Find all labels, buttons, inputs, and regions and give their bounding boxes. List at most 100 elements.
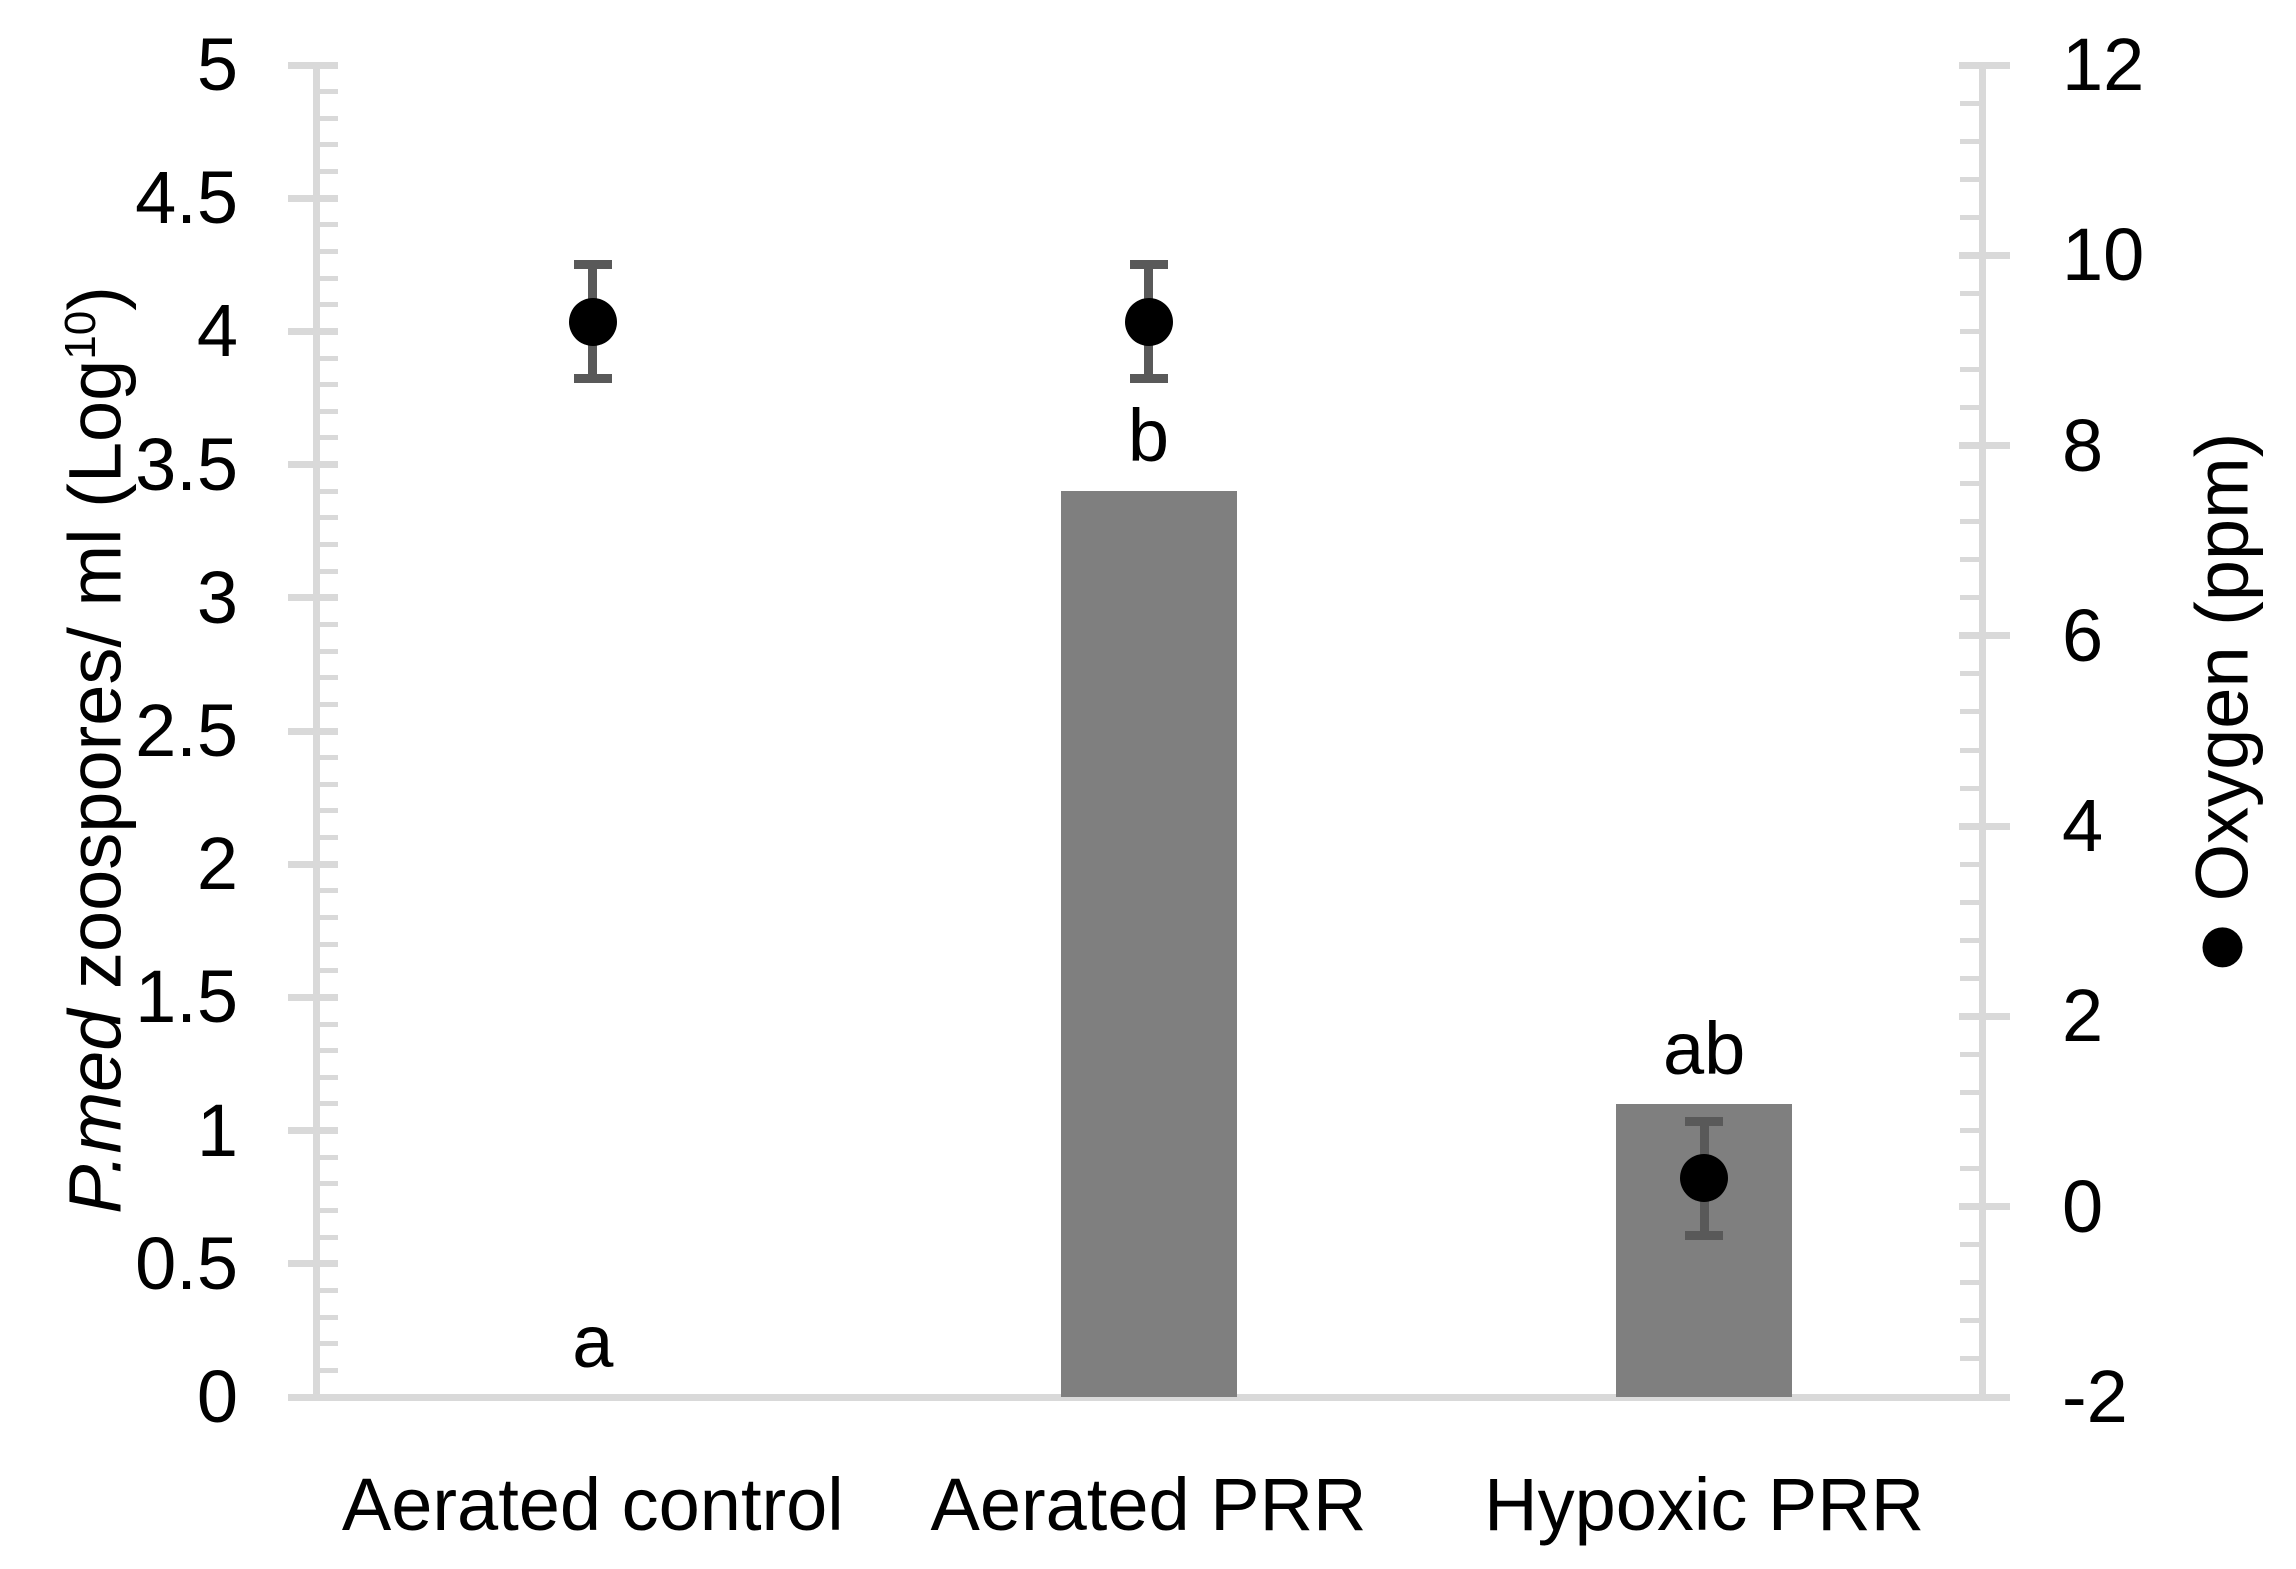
left-axis-minor-tick <box>316 1314 338 1320</box>
sig-letter: ab <box>1663 1006 1746 1090</box>
right-axis-minor-tick <box>1960 671 1982 677</box>
oxygen-error-cap-top <box>1685 1116 1724 1126</box>
oxygen-legend-dot-icon <box>2202 927 2242 968</box>
left-axis-minor-tick <box>316 621 338 627</box>
oxygen-point <box>568 297 617 346</box>
right-axis-tick-label: 2 <box>2062 974 2104 1058</box>
right-axis-major-tick <box>1959 822 2010 830</box>
left-axis-minor-tick <box>316 1101 338 1107</box>
left-axis-minor-tick <box>316 781 338 787</box>
left-axis-minor-tick <box>316 515 338 521</box>
oxygen-point <box>1124 297 1173 346</box>
left-axis-minor-tick <box>316 888 338 894</box>
left-axis-minor-tick <box>316 302 338 308</box>
right-axis-tick-label: 6 <box>2062 593 2104 677</box>
right-axis-minor-tick <box>1960 1166 1982 1172</box>
right-axis-major-tick <box>1959 1203 2010 1211</box>
left-axis-major-tick <box>288 727 338 735</box>
left-axis-minor-tick <box>316 275 338 281</box>
oxygen-error-cap-bottom <box>573 374 612 384</box>
left-axis-tick-label: 2.5 <box>135 689 238 772</box>
left-axis-minor-tick <box>316 675 338 681</box>
left-axis-minor-tick <box>316 1208 338 1214</box>
right-axis-minor-tick <box>1960 100 1982 106</box>
left-axis-tick-label: 3 <box>196 555 238 639</box>
right-axis-minor-tick <box>1960 405 1982 410</box>
right-axis-major-tick <box>1959 61 2010 69</box>
right-axis-minor-tick <box>1960 785 1982 791</box>
left-axis-tick-label: 1 <box>196 1088 238 1172</box>
right-axis-minor-tick <box>1960 214 1982 220</box>
left-axis-minor-tick <box>316 755 338 761</box>
left-axis-minor-tick <box>316 89 338 95</box>
right-axis-tick-label: -2 <box>2062 1355 2128 1438</box>
left-axis-tick-label: 4 <box>196 289 238 373</box>
left-axis-minor-tick <box>316 914 338 920</box>
right-axis-minor-tick <box>1960 290 1982 296</box>
oxygen-error-cap-top <box>1129 260 1168 270</box>
left-axis-tick-label: 3.5 <box>135 422 238 506</box>
right-axis-minor-tick <box>1960 595 1982 601</box>
left-axis-minor-tick <box>316 1074 338 1080</box>
left-axis-minor-tick <box>316 648 338 654</box>
oxygen-error-cap-bottom <box>1685 1230 1724 1240</box>
x-axis-line <box>288 1394 2010 1401</box>
left-axis-major-tick <box>288 1393 338 1401</box>
right-axis-minor-tick <box>1960 481 1982 487</box>
left-axis-major-tick <box>288 61 338 69</box>
right-axis-title: Oxygen (ppm) <box>2180 433 2265 968</box>
right-axis-minor-tick <box>1960 1051 1982 1057</box>
left-axis-tick-label: 4.5 <box>135 156 238 240</box>
right-axis-minor-tick <box>1960 975 1982 981</box>
left-axis-tick-label: 0.5 <box>135 1221 238 1305</box>
left-axis-minor-tick <box>316 435 338 441</box>
category-label: Hypoxic PRR <box>1484 1463 1925 1546</box>
right-axis-minor-tick <box>1960 176 1982 182</box>
sig-letter: a <box>572 1300 614 1383</box>
left-axis-minor-tick <box>316 1341 338 1347</box>
right-axis-minor-tick <box>1960 1280 1982 1286</box>
right-axis-minor-tick <box>1960 861 1982 867</box>
category-label: Aerated PRR <box>930 1463 1367 1546</box>
left-axis-minor-tick <box>316 542 338 548</box>
right-axis-minor-tick <box>1960 1128 1982 1134</box>
right-axis-minor-tick <box>1960 899 1982 905</box>
left-axis-minor-tick <box>316 1287 338 1293</box>
left-axis-major-tick <box>288 461 338 469</box>
right-axis-tick-label: 12 <box>2062 23 2145 106</box>
right-axis-minor-tick <box>1960 1318 1982 1324</box>
right-axis-tick-label: 10 <box>2062 213 2145 297</box>
right-axis-tick-label: 4 <box>2062 784 2104 868</box>
right-axis-major-tick <box>1959 1393 2010 1401</box>
left-axis-major-tick <box>288 860 338 868</box>
left-axis-minor-tick <box>316 701 338 707</box>
right-axis-minor-tick <box>1960 709 1982 715</box>
right-axis-minor-tick <box>1960 1356 1982 1362</box>
right-axis-minor-tick <box>1960 937 1982 943</box>
left-axis-minor-tick <box>316 941 338 947</box>
right-axis-minor-tick <box>1960 557 1982 563</box>
right-axis-line <box>1979 62 1986 1400</box>
right-axis-minor-tick <box>1960 519 1982 525</box>
left-axis-minor-tick <box>316 488 338 494</box>
left-axis-tick-label: 0 <box>196 1355 238 1438</box>
left-axis-minor-tick <box>316 169 338 175</box>
right-axis-major-tick <box>1959 251 2010 259</box>
left-axis-tick-label: 2 <box>196 822 238 906</box>
left-axis-tick-label: 5 <box>196 23 238 106</box>
left-axis-minor-tick <box>316 115 338 121</box>
oxygen-error-cap-top <box>573 260 612 270</box>
zoospore-bar <box>1060 491 1237 1397</box>
left-axis-major-tick <box>288 1260 338 1268</box>
right-axis-minor-tick <box>1960 747 1982 753</box>
left-axis-minor-tick <box>316 355 338 361</box>
left-axis-minor-tick <box>316 142 338 148</box>
left-axis-minor-tick <box>316 382 338 388</box>
left-axis-minor-tick <box>316 968 338 974</box>
sig-letter: b <box>1127 394 1170 478</box>
left-axis-minor-tick <box>316 222 338 228</box>
right-axis-tick-label: 8 <box>2062 403 2104 487</box>
left-axis-major-tick <box>288 1127 338 1135</box>
left-axis-minor-tick <box>316 835 338 841</box>
